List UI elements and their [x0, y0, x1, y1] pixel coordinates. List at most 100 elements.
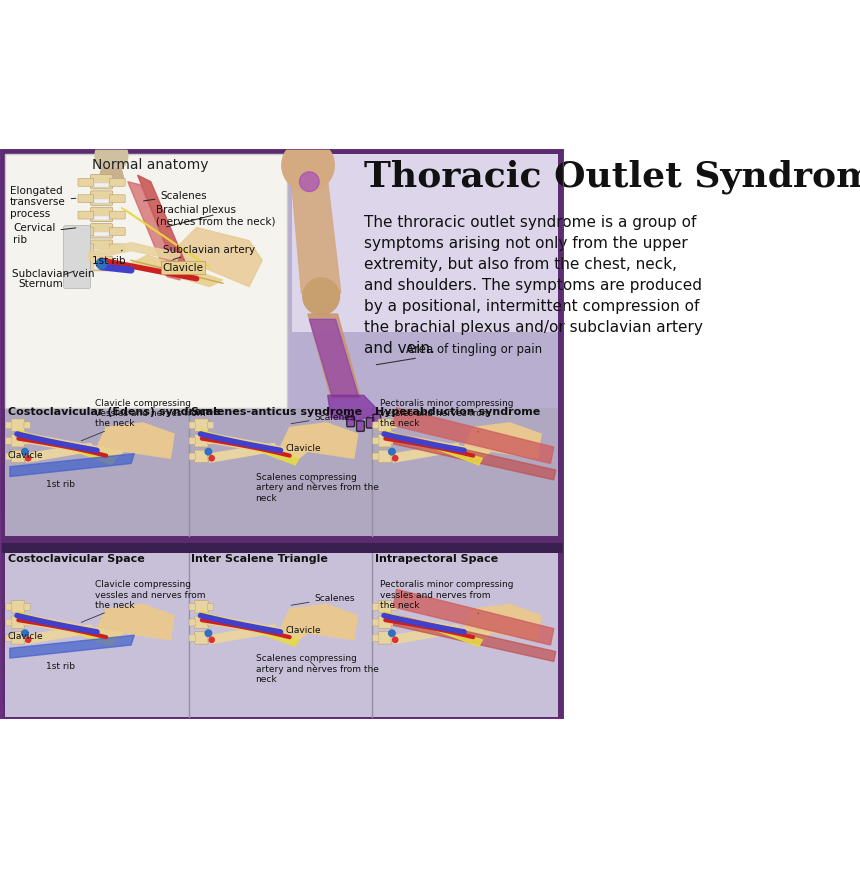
FancyBboxPatch shape: [391, 620, 397, 627]
Polygon shape: [97, 605, 174, 640]
Circle shape: [282, 140, 335, 192]
FancyBboxPatch shape: [372, 620, 379, 627]
FancyBboxPatch shape: [11, 420, 25, 432]
Polygon shape: [128, 182, 181, 281]
Polygon shape: [210, 444, 275, 462]
Bar: [5, 155, 287, 408]
Text: Area of tingling or pain: Area of tingling or pain: [377, 342, 543, 365]
Polygon shape: [97, 423, 174, 459]
FancyBboxPatch shape: [391, 454, 397, 461]
Polygon shape: [199, 614, 307, 640]
FancyBboxPatch shape: [5, 422, 12, 429]
Text: Clavicle: Clavicle: [285, 444, 321, 453]
Polygon shape: [393, 408, 554, 464]
FancyBboxPatch shape: [357, 421, 365, 432]
Text: Subclavian vein: Subclavian vein: [12, 266, 97, 279]
Text: Scalenes: Scalenes: [291, 594, 355, 606]
Text: Costoclavicular (Edens) syndrome: Costoclavicular (Edens) syndrome: [8, 407, 220, 417]
FancyBboxPatch shape: [372, 454, 379, 461]
Text: Clavicle: Clavicle: [163, 262, 204, 273]
Polygon shape: [210, 626, 275, 644]
Bar: [94, 183, 109, 188]
FancyBboxPatch shape: [194, 632, 208, 645]
FancyBboxPatch shape: [372, 438, 379, 445]
FancyBboxPatch shape: [24, 422, 30, 429]
Text: Sternum: Sternum: [18, 272, 74, 289]
Text: Intrapectoral Space: Intrapectoral Space: [375, 554, 498, 563]
Text: Scalenes compressing
artery and nerves from the
neck: Scalenes compressing artery and nerves f…: [255, 653, 378, 683]
Text: Clavicle compressing
vessles and nerves from
the neck: Clavicle compressing vessles and nerves …: [81, 398, 206, 441]
FancyBboxPatch shape: [378, 451, 391, 463]
FancyBboxPatch shape: [189, 438, 195, 445]
Polygon shape: [15, 614, 123, 640]
FancyBboxPatch shape: [372, 635, 379, 641]
FancyBboxPatch shape: [109, 179, 126, 187]
Polygon shape: [17, 611, 115, 647]
FancyBboxPatch shape: [78, 196, 94, 203]
Polygon shape: [308, 315, 360, 399]
FancyBboxPatch shape: [207, 620, 214, 627]
Circle shape: [303, 279, 340, 315]
Bar: [5, 155, 558, 408]
Text: Hyperabduction syndrome: Hyperabduction syndrome: [375, 407, 540, 417]
Circle shape: [26, 638, 31, 643]
Polygon shape: [200, 611, 299, 647]
Polygon shape: [98, 169, 125, 182]
FancyBboxPatch shape: [372, 422, 379, 429]
FancyBboxPatch shape: [194, 435, 208, 448]
FancyBboxPatch shape: [378, 420, 391, 432]
FancyBboxPatch shape: [109, 196, 126, 203]
Text: 1st rib: 1st rib: [46, 480, 75, 489]
Polygon shape: [393, 434, 556, 481]
Text: Scalenes-anticus syndrome: Scalenes-anticus syndrome: [192, 407, 363, 417]
Polygon shape: [131, 255, 223, 288]
FancyBboxPatch shape: [194, 616, 208, 629]
Bar: [94, 233, 109, 237]
Circle shape: [22, 449, 28, 455]
Circle shape: [209, 456, 214, 461]
FancyBboxPatch shape: [189, 635, 195, 641]
Text: Elongated
transverse
process: Elongated transverse process: [9, 185, 76, 219]
Text: Pectoralis minor compressing
vessles and nerves from
the neck: Pectoralis minor compressing vessles and…: [380, 398, 513, 433]
Polygon shape: [393, 616, 556, 661]
Bar: [292, 155, 558, 333]
FancyBboxPatch shape: [24, 604, 30, 611]
FancyBboxPatch shape: [207, 422, 214, 429]
Polygon shape: [89, 243, 181, 261]
FancyBboxPatch shape: [391, 422, 397, 429]
Polygon shape: [464, 605, 541, 640]
Circle shape: [392, 638, 398, 643]
Text: Clavicle: Clavicle: [285, 625, 321, 634]
Polygon shape: [138, 176, 190, 274]
Polygon shape: [170, 229, 262, 288]
FancyBboxPatch shape: [207, 635, 214, 641]
FancyBboxPatch shape: [391, 635, 397, 641]
Circle shape: [392, 456, 398, 461]
FancyBboxPatch shape: [372, 604, 379, 611]
FancyBboxPatch shape: [194, 420, 208, 432]
Bar: [94, 249, 109, 253]
FancyBboxPatch shape: [11, 435, 25, 448]
FancyBboxPatch shape: [189, 604, 195, 611]
Polygon shape: [393, 626, 458, 644]
Circle shape: [389, 630, 396, 637]
FancyBboxPatch shape: [194, 600, 208, 614]
Polygon shape: [393, 590, 554, 646]
Bar: [94, 266, 109, 269]
Circle shape: [389, 449, 396, 455]
Polygon shape: [15, 433, 123, 459]
Bar: [0, 544, 563, 554]
Text: Brachial plexus
(nerves from the neck): Brachial plexus (nerves from the neck): [156, 204, 275, 228]
Polygon shape: [384, 430, 482, 465]
FancyBboxPatch shape: [378, 600, 391, 614]
Polygon shape: [26, 626, 91, 644]
FancyBboxPatch shape: [90, 257, 113, 271]
Polygon shape: [292, 182, 341, 294]
FancyBboxPatch shape: [11, 600, 25, 614]
FancyBboxPatch shape: [24, 620, 30, 627]
Circle shape: [209, 638, 214, 643]
Text: Scalenes: Scalenes: [144, 190, 207, 202]
Polygon shape: [384, 611, 482, 647]
Circle shape: [206, 630, 212, 637]
Text: Cervical
rib: Cervical rib: [13, 222, 76, 244]
